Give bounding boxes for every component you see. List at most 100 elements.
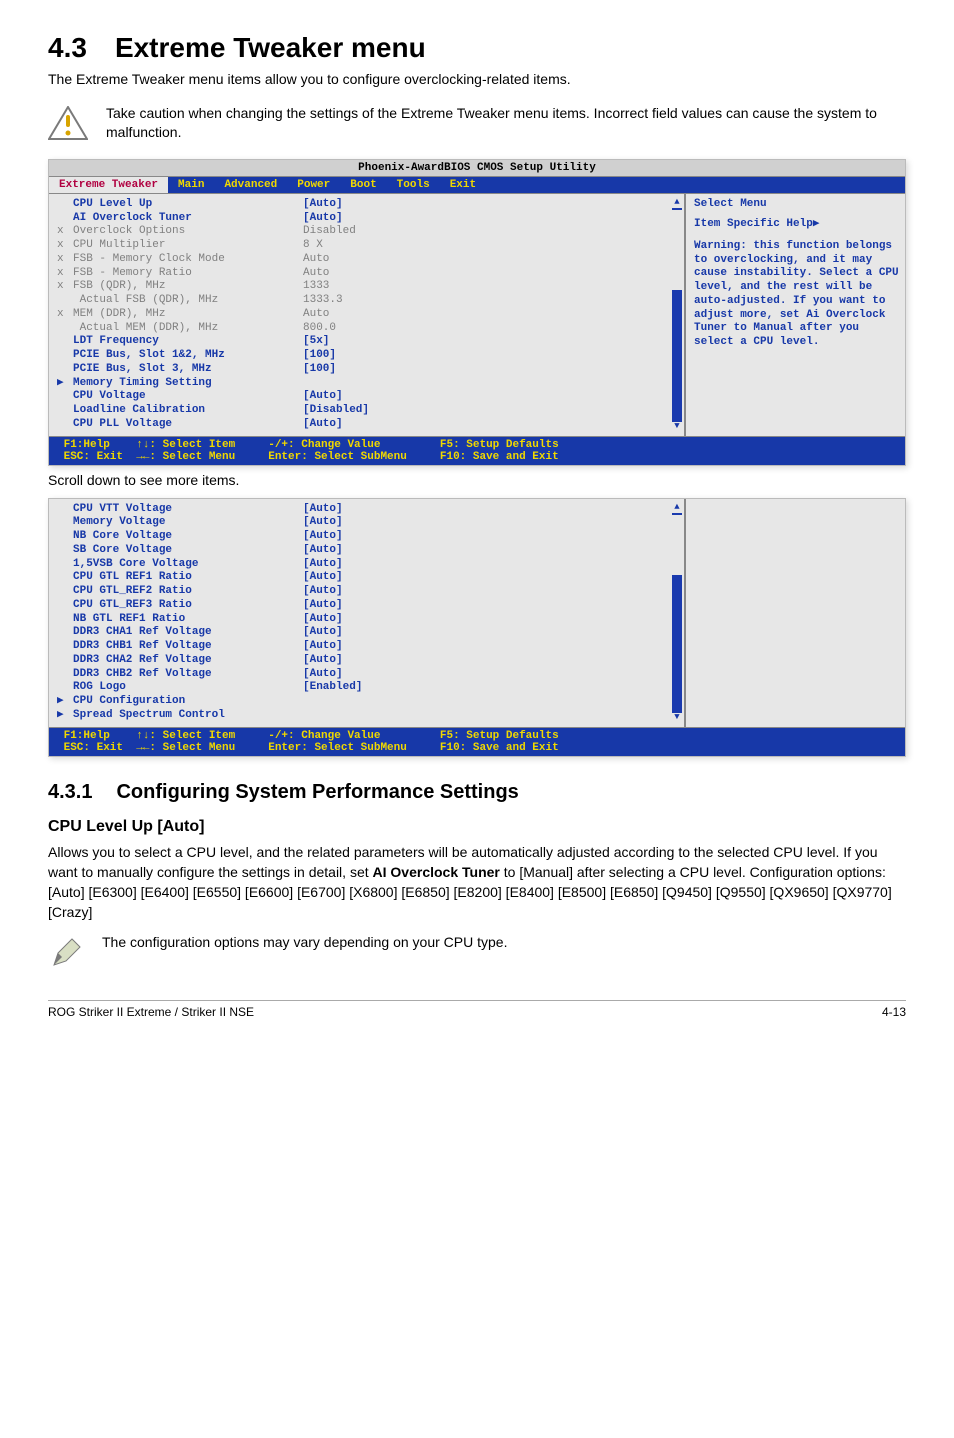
bios-scrollbar[interactable]: ▲ ▼ [672, 503, 682, 723]
row-value: [100] [303, 363, 336, 377]
row-mark [57, 626, 73, 640]
row-label: Actual FSB (QDR), MHz [73, 294, 303, 308]
page-footer: ROG Striker II Extreme / Striker II NSE … [48, 1000, 906, 1019]
bios-row[interactable]: DDR3 CHB2 Ref Voltage[Auto] [57, 668, 680, 682]
row-value: [Auto] [303, 640, 343, 654]
row-value: [Auto] [303, 585, 343, 599]
bios-row[interactable]: Memory Voltage[Auto] [57, 516, 680, 530]
bios-tab[interactable]: Exit [440, 177, 486, 193]
row-mark [57, 530, 73, 544]
row-mark [57, 390, 73, 404]
row-mark: x [57, 253, 73, 267]
row-value: 8 X [303, 239, 323, 253]
row-label: CPU Voltage [73, 390, 303, 404]
row-label: CPU PLL Voltage [73, 418, 303, 432]
row-mark [57, 613, 73, 627]
bios-row[interactable]: Loadline Calibration[Disabled] [57, 404, 680, 418]
bios-scrollbar[interactable]: ▲ ▼ [672, 198, 682, 432]
bios-row[interactable]: PCIE Bus, Slot 1&2, MHz[100] [57, 349, 680, 363]
row-mark [57, 503, 73, 517]
bios-row[interactable]: CPU PLL Voltage[Auto] [57, 418, 680, 432]
bios-row[interactable]: CPU Voltage[Auto] [57, 390, 680, 404]
intro-text: The Extreme Tweaker menu items allow you… [48, 70, 906, 90]
bios-row[interactable]: ▶Memory Timing Setting [57, 377, 680, 391]
bios-row[interactable]: ROG Logo[Enabled] [57, 681, 680, 695]
row-label: FSB (QDR), MHz [73, 280, 303, 294]
row-label: FSB - Memory Clock Mode [73, 253, 303, 267]
bios-row[interactable]: Actual FSB (QDR), MHz1333.3 [57, 294, 680, 308]
row-value: [Auto] [303, 390, 343, 404]
bios-tab[interactable]: Tools [387, 177, 440, 193]
row-label: DDR3 CHA1 Ref Voltage [73, 626, 303, 640]
bios-row[interactable]: SB Core Voltage[Auto] [57, 544, 680, 558]
bios-row[interactable]: ▶Spread Spectrum Control [57, 709, 680, 723]
scroll-thumb[interactable] [672, 210, 682, 290]
bios-row[interactable]: DDR3 CHA2 Ref Voltage[Auto] [57, 654, 680, 668]
row-mark [57, 212, 73, 226]
bios-tab[interactable]: Advanced [214, 177, 287, 193]
row-value: [Enabled] [303, 681, 362, 695]
bios-row[interactable]: CPU Level Up[Auto] [57, 198, 680, 212]
row-value: [Auto] [303, 654, 343, 668]
row-mark [57, 198, 73, 212]
row-label: CPU Configuration [73, 695, 303, 709]
note-callout: The configuration options may vary depen… [48, 933, 906, 974]
bios-footer: F1:Help ↑↓: Select Item -/+: Change Valu… [49, 436, 905, 465]
row-value: [Auto] [303, 198, 343, 212]
bios-row[interactable]: NB GTL REF1 Ratio[Auto] [57, 613, 680, 627]
scroll-up-icon[interactable]: ▲ [672, 198, 682, 208]
row-value: 1333.3 [303, 294, 343, 308]
scroll-down-icon[interactable]: ▼ [672, 422, 682, 432]
row-mark [57, 681, 73, 695]
pencil-icon [48, 935, 84, 974]
row-mark [57, 418, 73, 432]
bios-row[interactable]: CPU GTL REF1 Ratio[Auto] [57, 571, 680, 585]
bios-row[interactable]: xMEM (DDR), MHzAuto [57, 308, 680, 322]
bios-row[interactable]: DDR3 CHB1 Ref Voltage[Auto] [57, 640, 680, 654]
scroll-down-icon[interactable]: ▼ [672, 713, 682, 723]
bios-tab[interactable]: Power [287, 177, 340, 193]
bios-row[interactable]: NB Core Voltage[Auto] [57, 530, 680, 544]
row-mark [57, 640, 73, 654]
bios-titlebar: Phoenix-AwardBIOS CMOS Setup Utility [49, 160, 905, 177]
row-value: 1333 [303, 280, 329, 294]
row-mark: x [57, 239, 73, 253]
bios-row[interactable]: xFSB (QDR), MHz1333 [57, 280, 680, 294]
bios-row[interactable]: ▶CPU Configuration [57, 695, 680, 709]
row-mark: x [57, 267, 73, 281]
bios-tab[interactable]: Main [168, 177, 214, 193]
bios-row[interactable]: LDT Frequency[5x] [57, 335, 680, 349]
bios-row[interactable]: xFSB - Memory Clock ModeAuto [57, 253, 680, 267]
bios-row[interactable]: AI Overclock Tuner[Auto] [57, 212, 680, 226]
row-mark [57, 585, 73, 599]
bios-tab[interactable]: Extreme Tweaker [49, 177, 168, 193]
scroll-up-icon[interactable]: ▲ [672, 503, 682, 513]
bios-row[interactable]: Actual MEM (DDR), MHz800.0 [57, 322, 680, 336]
bios-help-title: Item Specific Help▶ [694, 216, 899, 230]
bios-row[interactable]: PCIE Bus, Slot 3, MHz[100] [57, 363, 680, 377]
bios-row[interactable]: 1,5VSB Core Voltage[Auto] [57, 558, 680, 572]
caution-icon [48, 106, 88, 143]
bios-row[interactable]: CPU GTL_REF3 Ratio[Auto] [57, 599, 680, 613]
row-label: Actual MEM (DDR), MHz [73, 322, 303, 336]
bios-right-header: Select Menu [694, 198, 899, 210]
section-title: 4.3Extreme Tweaker menu [48, 32, 906, 64]
bios-row[interactable]: xOverclock OptionsDisabled [57, 225, 680, 239]
footer-left: ROG Striker II Extreme / Striker II NSE [48, 1005, 254, 1019]
bios-menubar: Extreme TweakerMainAdvancedPowerBootTool… [49, 177, 905, 194]
row-mark: ▶ [57, 709, 73, 723]
row-value: [Auto] [303, 668, 343, 682]
bios-row[interactable]: CPU VTT Voltage[Auto] [57, 503, 680, 517]
bios-row[interactable]: xCPU Multiplier 8 X [57, 239, 680, 253]
row-value: [Auto] [303, 516, 343, 530]
bios-row[interactable]: DDR3 CHA1 Ref Voltage[Auto] [57, 626, 680, 640]
row-label: ROG Logo [73, 681, 303, 695]
scroll-thumb[interactable] [672, 515, 682, 575]
bios-row[interactable]: xFSB - Memory RatioAuto [57, 267, 680, 281]
subsection-text: Configuring System Performance Settings [116, 781, 518, 803]
bios-row[interactable]: CPU GTL_REF2 Ratio[Auto] [57, 585, 680, 599]
bios-tab[interactable]: Boot [340, 177, 386, 193]
row-label: CPU Level Up [73, 198, 303, 212]
bios-help-body: Warning: this function belongs to overcl… [694, 240, 899, 350]
row-label: NB Core Voltage [73, 530, 303, 544]
